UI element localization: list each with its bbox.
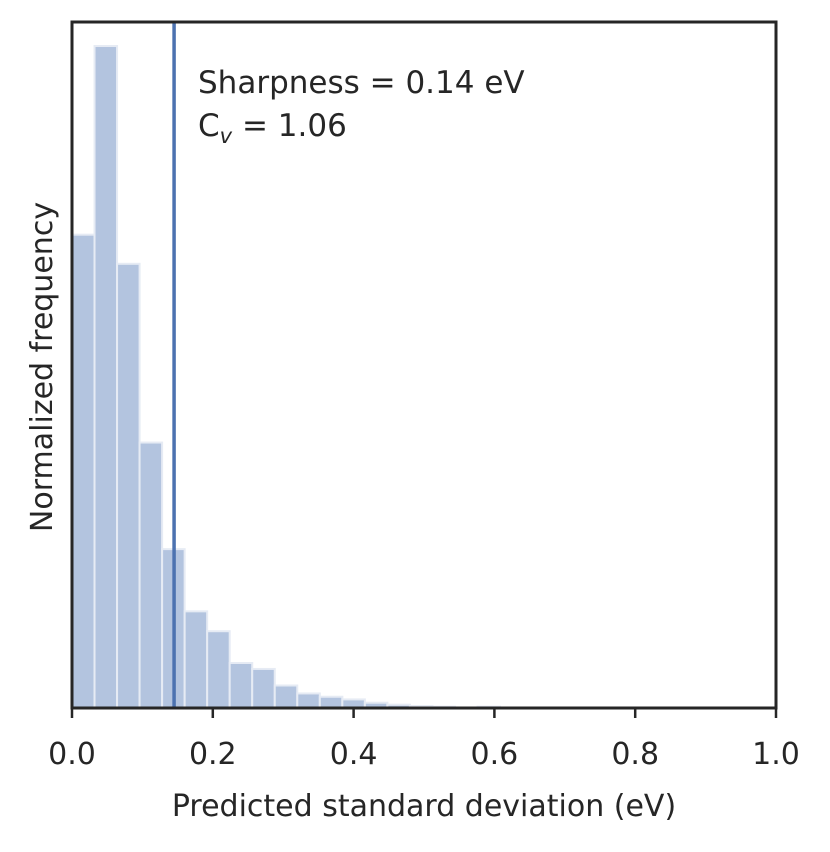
histogram-bar [273,684,299,709]
histogram-bar [206,630,231,710]
annotation-cv: Cv = 1.06 [198,108,347,148]
annotation-sharpness: Sharpness = 0.14 eV [198,65,525,101]
x-tick-label: 0.2 [189,737,237,772]
histogram-bar [116,262,141,709]
histogram-bar [138,441,164,709]
histogram-bar [228,661,254,709]
x-tick-label: 0.6 [471,737,519,772]
histogram-bar [183,610,209,710]
x-tick-label: 0.8 [611,737,659,772]
histogram-bar [318,695,344,709]
y-axis-label: Normalized frequency [25,202,60,532]
x-tick-label: 0.0 [48,737,96,772]
x-axis-label: Predicted standard deviation (eV) [172,789,676,824]
x-tick-label: 1.0 [752,737,800,772]
annotation-cv-subscript: v [220,124,233,148]
histogram-bar [71,233,96,709]
x-axis-ticks: 0.0 0.2 0.4 0.6 0.8 1.0 [48,708,800,772]
histogram-bar [251,667,276,709]
plot-frame [70,20,778,710]
annotation-cv-prefix: C [198,108,220,144]
histogram-bars [71,45,502,710]
annotation-cv-suffix: = 1.06 [232,108,347,144]
histogram-bar [93,45,119,709]
x-tick-label: 0.4 [330,737,378,772]
histogram-bar [296,692,321,709]
